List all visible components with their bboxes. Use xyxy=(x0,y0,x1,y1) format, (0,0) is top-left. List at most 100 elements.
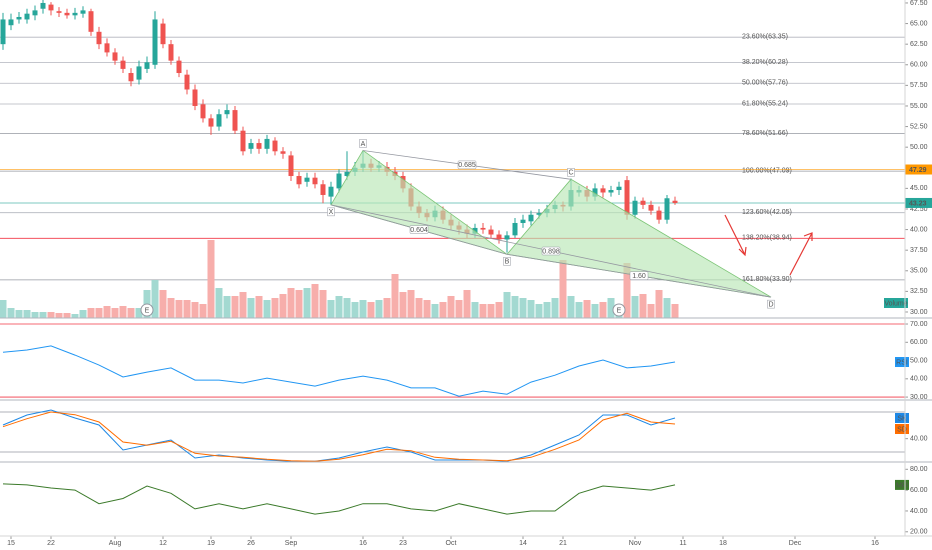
volume-bar xyxy=(391,274,399,318)
volume-bar xyxy=(255,296,263,318)
earnings-marker xyxy=(140,303,154,317)
candle-body xyxy=(72,12,78,16)
series-name: MFI xyxy=(896,482,908,489)
volume-bar xyxy=(279,294,287,318)
volume-bar xyxy=(207,240,215,318)
volume-bar xyxy=(455,300,463,318)
candle-body xyxy=(96,31,102,45)
x-tick-label: Sep xyxy=(285,540,298,547)
x-tick-label: 18 xyxy=(719,540,727,547)
volume-bar xyxy=(239,292,247,318)
volume-bar xyxy=(591,304,599,318)
volume-bar xyxy=(271,298,279,318)
candle-body xyxy=(40,2,46,9)
candle-body xyxy=(528,214,534,222)
point-box xyxy=(327,207,335,217)
ratio-box xyxy=(409,225,429,234)
volume-bar xyxy=(159,290,167,318)
volume-bar xyxy=(607,298,615,318)
volume-bar xyxy=(599,302,607,318)
x-tick-label: 23 xyxy=(399,540,407,547)
candle-body xyxy=(632,200,638,215)
candle-body xyxy=(616,186,622,191)
point-box xyxy=(567,168,575,177)
fib-label: 23.60%(63.35) xyxy=(742,34,788,41)
candle-body xyxy=(536,213,542,215)
y-tick-label: 70.00 xyxy=(910,321,928,328)
y-tick-label: 62.50 xyxy=(910,41,928,48)
fib-label: 78.60%(51.66) xyxy=(742,130,788,137)
x-tick-label: 12 xyxy=(159,540,167,547)
x-tick-label: Aug xyxy=(109,540,122,547)
x-tick-label: Oct xyxy=(446,540,457,547)
fib-label: 50.00%(57.76) xyxy=(742,80,788,87)
volume-bar xyxy=(55,313,63,318)
volume-bar xyxy=(487,304,495,318)
series-tag xyxy=(895,424,909,434)
volume-bar xyxy=(583,300,591,318)
candle-body xyxy=(64,12,70,16)
candle-body xyxy=(264,138,270,149)
volume-bar xyxy=(359,300,367,318)
y-tick-label: 37.50 xyxy=(910,247,928,254)
fib-label: 38.20%(60.28) xyxy=(742,59,788,66)
y-tick-label: 57.50 xyxy=(910,82,928,89)
candle-body xyxy=(48,4,54,11)
candle-body xyxy=(56,11,62,13)
candle-body xyxy=(104,43,110,53)
y-tick-label: 55.00 xyxy=(910,103,928,110)
candle-body xyxy=(0,19,6,45)
candle-body xyxy=(248,143,254,149)
ratio-label: 1.60 xyxy=(632,273,646,280)
indicator-line xyxy=(2,345,676,397)
series-name: SK xyxy=(897,415,907,422)
volume-bar xyxy=(535,304,543,318)
candle-body xyxy=(16,16,22,20)
candle-body xyxy=(640,200,646,205)
x-tick-label: 21 xyxy=(559,540,567,547)
volume-bar xyxy=(439,302,447,318)
candle-body xyxy=(88,11,94,32)
price-tag xyxy=(905,164,932,175)
volume-bar xyxy=(503,292,511,318)
candle-body xyxy=(232,110,238,131)
point-label: X xyxy=(329,209,334,216)
point-label: B xyxy=(505,259,510,266)
volume-bar xyxy=(39,312,47,318)
candle-body xyxy=(336,173,342,189)
x-tick-label: 11 xyxy=(679,540,686,547)
volume-bar xyxy=(407,290,415,318)
volume-bar xyxy=(183,300,191,318)
ratio-box xyxy=(629,271,649,280)
volume-bar xyxy=(287,288,295,318)
volume-bar xyxy=(551,298,559,318)
candle-body xyxy=(200,104,206,119)
candle-body xyxy=(672,200,678,203)
y-tick-label: 30.00 xyxy=(910,394,928,401)
volume-bar xyxy=(119,306,127,318)
arrow-up xyxy=(789,232,813,276)
volume-bar xyxy=(47,312,55,318)
candle-body xyxy=(80,10,86,14)
y-tick-label: 40.00 xyxy=(910,508,928,515)
volume-bar xyxy=(639,294,647,318)
candle-body xyxy=(648,204,654,211)
point-box xyxy=(503,257,511,266)
candle-body xyxy=(496,234,502,240)
x-tick-label: 19 xyxy=(207,540,215,547)
volume-bar xyxy=(519,298,527,318)
volume-bar xyxy=(543,302,551,318)
candle-body xyxy=(312,177,318,185)
y-tick-label: 32.50 xyxy=(910,288,928,295)
x-tick-label: 16 xyxy=(359,540,367,547)
volume-bar xyxy=(335,296,343,318)
ratio-label: 0.685 xyxy=(458,162,476,169)
x-tick-label: 14 xyxy=(519,540,527,547)
volume-bar xyxy=(511,296,519,318)
volume-bar xyxy=(111,308,119,318)
ratio-box xyxy=(457,160,477,170)
y-tick-label: 45.00 xyxy=(910,185,928,192)
y-tick-label: 50.00 xyxy=(910,144,928,151)
fib-label: 61.80%(55.24) xyxy=(742,100,788,107)
volume-bar xyxy=(575,302,583,318)
